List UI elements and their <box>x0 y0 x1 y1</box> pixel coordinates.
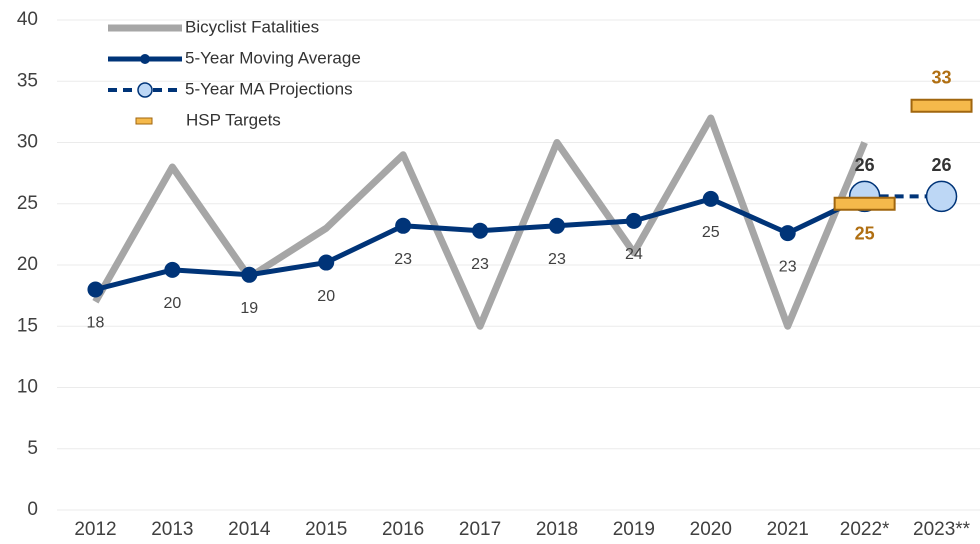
value-label: 26 <box>855 155 875 175</box>
legend-label: 5-Year MA Projections <box>185 79 353 98</box>
point <box>625 212 642 229</box>
x-tick-label: 2020 <box>690 519 732 540</box>
y-tick-label: 5 <box>27 438 38 459</box>
legend-label: HSP Targets <box>186 110 281 129</box>
target-marker <box>833 196 896 211</box>
value-label: 23 <box>548 251 566 268</box>
legend-label: 5-Year Moving Average <box>185 48 361 67</box>
value-label: 23 <box>394 251 412 268</box>
point <box>164 261 181 278</box>
legend-label: Bicyclist Fatalities <box>185 17 319 36</box>
legend-marker <box>140 54 150 64</box>
value-label: 26 <box>932 155 952 175</box>
y-tick-label: 15 <box>17 315 38 336</box>
y-tick-label: 20 <box>17 254 38 275</box>
point <box>87 281 104 298</box>
legend-marker <box>137 82 153 98</box>
point <box>318 254 335 271</box>
y-tick-label: 30 <box>17 132 38 153</box>
y-tick-label: 0 <box>27 499 38 520</box>
point <box>241 266 258 283</box>
value-label: 18 <box>87 315 105 332</box>
value-label: 23 <box>779 258 797 275</box>
x-tick-label: 2015 <box>305 519 347 540</box>
y-tick-label: 35 <box>17 70 38 91</box>
series-line <box>94 194 866 292</box>
value-label: 23 <box>471 256 489 273</box>
projection-marker <box>925 180 958 213</box>
x-tick-label: 2017 <box>459 519 501 540</box>
series-line <box>92 114 868 330</box>
value-label: 20 <box>317 288 335 305</box>
point <box>779 225 796 242</box>
point <box>702 190 719 207</box>
point <box>472 222 489 239</box>
x-tick-label: 2016 <box>382 519 424 540</box>
x-tick-label: 2022* <box>840 519 890 540</box>
value-label: 24 <box>625 246 643 263</box>
point <box>395 217 412 234</box>
x-tick-label: 2012 <box>74 519 116 540</box>
legend-marker <box>135 117 153 125</box>
value-label: 25 <box>702 224 720 241</box>
value-label: 19 <box>240 300 258 317</box>
x-tick-label: 2021 <box>767 519 809 540</box>
x-tick-label: 2019 <box>613 519 655 540</box>
point <box>548 217 565 234</box>
x-tick-label: 2018 <box>536 519 578 540</box>
y-tick-label: 10 <box>17 377 38 398</box>
x-tick-label: 2023** <box>913 519 971 540</box>
target-label: 33 <box>932 68 952 88</box>
y-tick-label: 40 <box>17 9 38 30</box>
x-tick-label: 2014 <box>228 519 271 540</box>
value-label: 20 <box>163 295 181 312</box>
target-marker <box>910 98 973 113</box>
x-tick-label: 2013 <box>151 519 193 540</box>
y-tick-label: 25 <box>17 193 38 214</box>
target-label: 25 <box>855 224 875 244</box>
